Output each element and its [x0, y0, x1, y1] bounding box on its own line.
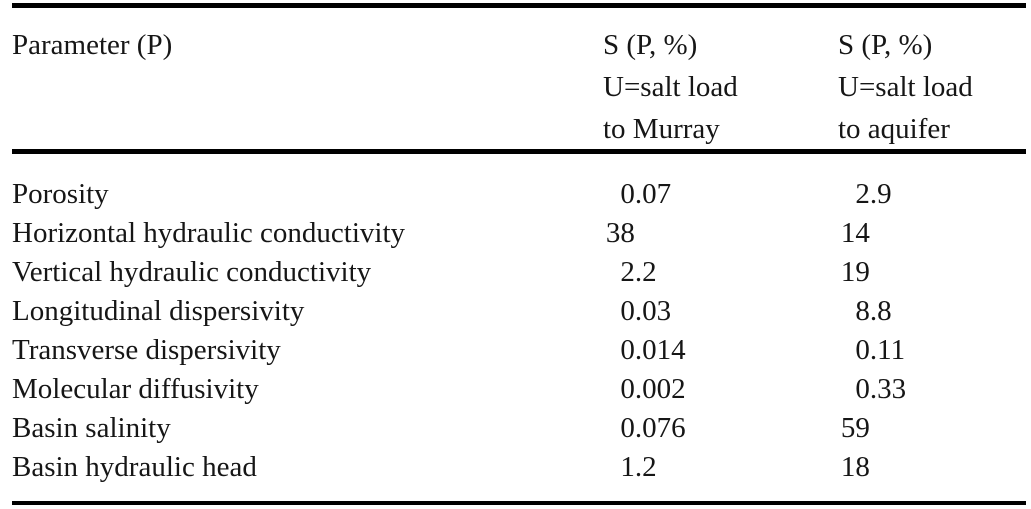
header-parameter-label: Parameter (P) [12, 29, 173, 61]
header-aquifer-line2: U=salt load [838, 71, 973, 103]
table-row: Transverse dispersivity 0.014 0.11 [12, 331, 1026, 370]
sensitivity-murray-value: 2.2 [620, 256, 657, 288]
header-sensitivity-murray: S (P, %) U=salt load to Murray [603, 24, 838, 150]
sensitivity-murray-value: 38 [605, 217, 635, 249]
sensitivity-murray-value: 1.2 [620, 451, 657, 483]
sensitivity-murray-value: 0.002 [620, 373, 686, 405]
header-sensitivity-aquifer: S (P, %) U=salt load to aquifer [838, 24, 1026, 150]
parameter-name: Porosity [12, 178, 109, 210]
sensitivity-aquifer-value: 19 [840, 256, 870, 288]
parameter-name: Longitudinal dispersivity [12, 295, 305, 327]
header-aquifer-line3: to aquifer [838, 113, 950, 145]
header-murray-line2: U=salt load [603, 71, 738, 103]
sensitivity-aquifer-value: 59 [840, 412, 870, 444]
sensitivity-aquifer-value: 0.33 [855, 373, 907, 405]
table-row: Horizontal hydraulic conductivity 38 14 [12, 214, 1026, 253]
table-row: Longitudinal dispersivity 0.03 8.8 [12, 292, 1026, 331]
sensitivity-murray-value: 0.014 [620, 334, 686, 366]
sensitivity-aquifer-value: 18 [840, 451, 870, 483]
table-header-row: Parameter (P) S (P, %) U=salt load to Mu… [12, 24, 1026, 150]
sensitivity-murray-value: 0.03 [620, 295, 672, 327]
parameter-name: Molecular diffusivity [12, 373, 259, 405]
table-row: Molecular diffusivity 0.002 0.33 [12, 370, 1026, 409]
table-bottom-rule [12, 501, 1026, 505]
sensitivity-aquifer-value: 2.9 [855, 178, 892, 210]
sensitivity-murray-value: 0.07 [620, 178, 672, 210]
sensitivity-aquifer-value: 0.11 [855, 334, 906, 366]
header-murray-line3: to Murray [603, 113, 720, 145]
parameter-name: Basin salinity [12, 412, 171, 444]
parameter-name: Transverse dispersivity [12, 334, 281, 366]
header-parameter: Parameter (P) [12, 24, 603, 150]
header-aquifer-line1: S (P, %) [838, 29, 933, 61]
sensitivity-murray-value: 0.076 [620, 412, 686, 444]
parameter-name: Horizontal hydraulic conductivity [12, 217, 406, 249]
table-row: Basin hydraulic head 1.2 18 [12, 448, 1026, 487]
table-header-separator-rule [12, 149, 1026, 154]
header-murray-line1: S (P, %) [603, 29, 698, 61]
sensitivity-aquifer-value: 14 [840, 217, 870, 249]
table-body: Porosity 0.07 2.9 Horizontal hydraulic c… [12, 175, 1026, 487]
table-top-rule [12, 3, 1026, 8]
table-row: Porosity 0.07 2.9 [12, 175, 1026, 214]
sensitivity-aquifer-value: 8.8 [855, 295, 892, 327]
parameter-name: Vertical hydraulic conductivity [12, 256, 372, 288]
parameter-name: Basin hydraulic head [12, 451, 257, 483]
table-row: Vertical hydraulic conductivity 2.2 19 [12, 253, 1026, 292]
table-row: Basin salinity 0.076 59 [12, 409, 1026, 448]
